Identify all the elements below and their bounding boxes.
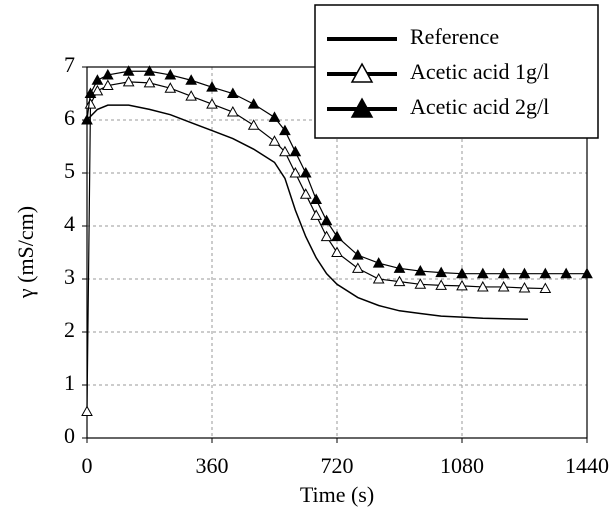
marker <box>456 267 468 279</box>
marker <box>101 79 114 91</box>
y-axis-label: γ (mS/cm) <box>13 206 38 299</box>
marker <box>268 111 281 122</box>
legend-label: Acetic acid 2g/l <box>410 94 549 119</box>
marker <box>539 282 552 294</box>
x-axis-label: Time (s) <box>300 482 374 507</box>
marker <box>143 76 156 88</box>
series-line <box>86 81 546 412</box>
marker <box>185 90 198 101</box>
marker <box>247 98 260 109</box>
marker <box>247 119 260 130</box>
marker <box>435 279 448 290</box>
marker <box>289 145 302 157</box>
marker <box>101 68 114 80</box>
marker <box>91 84 104 96</box>
marker <box>456 279 468 291</box>
marker <box>84 87 97 98</box>
marker <box>497 280 510 292</box>
y-tick-label: 3 <box>64 264 75 289</box>
marker <box>518 281 531 293</box>
x-tick-label: 0 <box>82 453 93 478</box>
marker <box>91 74 104 85</box>
x-tick-label: 1080 <box>440 453 484 478</box>
marker <box>143 65 156 76</box>
series-line <box>86 70 587 275</box>
marker <box>539 267 552 279</box>
marker <box>476 267 489 279</box>
y-tick-label: 0 <box>64 423 75 448</box>
marker <box>581 267 593 279</box>
legend-marker <box>350 62 374 83</box>
marker <box>320 230 333 242</box>
y-tick-label: 1 <box>64 370 75 395</box>
legend-label: Reference <box>410 24 499 49</box>
y-tick-label: 6 <box>64 105 75 130</box>
y-tick-label: 2 <box>64 317 75 342</box>
y-tick-label: 4 <box>64 211 75 236</box>
marker <box>476 280 489 292</box>
marker <box>226 87 239 98</box>
marker <box>351 262 364 273</box>
marker <box>289 166 302 178</box>
marker <box>206 98 218 109</box>
marker <box>497 267 510 279</box>
marker <box>560 267 573 279</box>
marker <box>414 265 427 276</box>
marker <box>185 74 198 85</box>
marker <box>393 262 406 273</box>
y-tick-label: 7 <box>64 52 75 77</box>
marker <box>279 145 291 157</box>
marker <box>518 267 531 279</box>
marker <box>435 266 448 278</box>
marker <box>164 68 177 80</box>
marker <box>299 188 312 199</box>
marker <box>331 230 343 242</box>
marker <box>299 166 312 178</box>
series-line <box>86 104 528 321</box>
legend-label: Acetic acid 1g/l <box>410 59 549 84</box>
marker <box>122 65 135 76</box>
marker <box>81 405 93 416</box>
marker <box>351 249 364 260</box>
x-tick-label: 1440 <box>565 453 609 478</box>
marker <box>393 275 406 287</box>
y-tick-label: 5 <box>64 158 75 183</box>
marker <box>372 257 385 268</box>
marker <box>279 124 291 136</box>
x-tick-label: 360 <box>196 453 229 478</box>
marker <box>122 75 135 87</box>
marker <box>81 113 93 125</box>
marker <box>414 278 427 289</box>
legend-marker <box>350 97 374 118</box>
marker <box>310 209 323 220</box>
marker <box>84 98 97 109</box>
marker <box>310 193 323 204</box>
marker <box>331 246 343 257</box>
marker <box>226 106 239 117</box>
marker <box>320 214 333 226</box>
marker <box>268 135 281 146</box>
marker <box>206 81 218 92</box>
marker <box>164 82 177 93</box>
marker <box>372 272 385 284</box>
x-tick-label: 720 <box>321 453 354 478</box>
